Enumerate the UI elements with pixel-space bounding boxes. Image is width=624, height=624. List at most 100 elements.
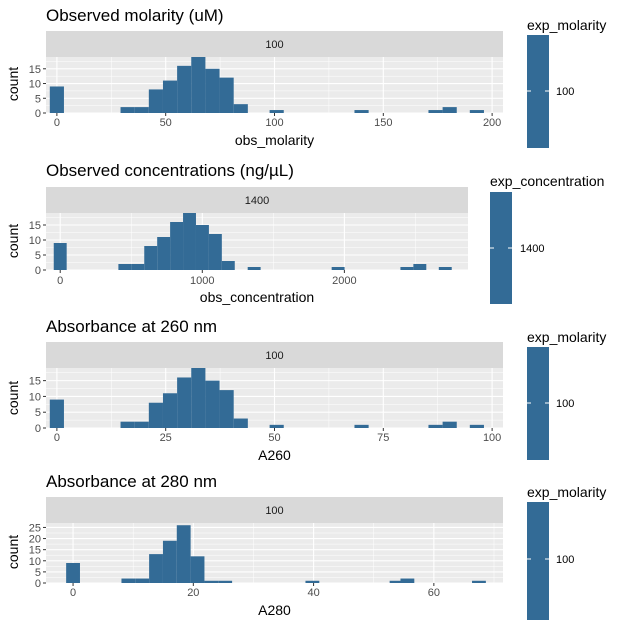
histogram-bar: [190, 556, 205, 583]
histogram-bar: [233, 418, 248, 428]
legend-colorbar: [527, 502, 549, 620]
x-axis-title: A280: [258, 602, 291, 618]
histogram-bar: [131, 264, 145, 270]
histogram-bar: [162, 393, 178, 428]
legend-title: exp_molarity: [527, 484, 606, 500]
histogram-bar: [208, 234, 222, 270]
histogram-bar: [269, 424, 284, 428]
histogram-bar: [53, 243, 67, 270]
x-tick-label: 100: [483, 432, 501, 444]
histogram-bar: [413, 264, 427, 270]
histogram-bar: [219, 77, 234, 113]
y-tick-label: 5: [35, 250, 41, 262]
histogram-bar: [177, 377, 192, 428]
chart-title: Absorbance at 260 nm: [46, 317, 217, 336]
y-tick-label: 20: [29, 534, 41, 546]
histogram-bar: [176, 525, 191, 583]
histogram-bar: [66, 563, 80, 583]
histogram-bar: [428, 424, 443, 428]
histogram-bar: [205, 380, 220, 428]
x-tick-label: 75: [377, 432, 389, 444]
histogram-bar: [331, 267, 345, 270]
histogram-bar: [49, 86, 64, 113]
y-axis-title: count: [5, 67, 21, 101]
legend-label: 1400: [520, 243, 544, 255]
histogram-bar: [162, 80, 178, 113]
x-tick-label: 100: [265, 117, 283, 129]
histogram-bar: [205, 68, 220, 113]
y-tick-label: 10: [29, 235, 41, 247]
chart-title: Absorbance at 280 nm: [46, 472, 217, 491]
y-axis-title: count: [5, 535, 21, 569]
histogram-bar: [400, 267, 414, 270]
y-tick-label: 10: [29, 391, 41, 403]
histogram-bar: [135, 578, 150, 583]
histogram-bar: [269, 110, 284, 113]
chart-title: Observed molarity (uM): [46, 6, 224, 25]
chart-3: Absorbance at 260 nm 100 0 25 50 75 100 0 5 10 15 A…: [5, 317, 606, 463]
histogram-bar: [183, 213, 196, 270]
x-tick-label: 0: [54, 117, 60, 129]
chart-title: Observed concentrations (ng/µL): [46, 161, 294, 180]
histogram-bar: [389, 580, 404, 583]
histogram-bar: [438, 267, 452, 270]
histogram-bar: [120, 107, 135, 113]
x-tick-label: 2000: [332, 275, 356, 287]
x-tick-label: 60: [428, 587, 440, 599]
histogram-bar: [148, 402, 163, 428]
facet-strip: [46, 187, 468, 213]
x-tick-label: 0: [57, 275, 63, 287]
x-axis-title: A260: [258, 447, 291, 463]
y-tick-label: 5: [35, 567, 41, 579]
y-axis-title: count: [5, 224, 21, 258]
histogram-bar: [49, 399, 64, 428]
histogram-bar: [177, 65, 192, 113]
histogram-bar: [195, 225, 209, 270]
histogram-bar: [162, 540, 177, 583]
legend-label: 100: [556, 398, 574, 410]
plot-panel: [46, 523, 503, 583]
y-tick-label: 5: [35, 93, 41, 105]
y-tick-label: 10: [29, 556, 41, 568]
histogram-bar: [354, 110, 369, 113]
legend-label: 100: [556, 86, 574, 98]
x-axis-title: obs_molarity: [235, 132, 314, 148]
histogram-bar: [148, 89, 163, 113]
histogram-bar: [233, 104, 248, 113]
histogram-bar: [134, 421, 149, 428]
facet-strip: [46, 342, 503, 368]
x-tick-label: 50: [160, 117, 172, 129]
histogram-bar: [469, 110, 484, 113]
histogram-bar: [442, 107, 457, 113]
facet-strip: [46, 31, 503, 57]
histogram-bar: [469, 424, 484, 428]
legend-title: exp_molarity: [527, 329, 606, 345]
x-tick-label: 50: [268, 432, 280, 444]
x-tick-label: 25: [160, 432, 172, 444]
histogram-bar: [121, 578, 136, 583]
histogram-bar: [144, 246, 158, 270]
histogram-bar: [428, 110, 443, 113]
facet-strip-label: 100: [265, 39, 283, 51]
legend-colorbar: [490, 192, 512, 304]
y-tick-label: 25: [29, 522, 41, 534]
facet-strip: [46, 497, 503, 523]
y-tick-label: 0: [35, 578, 41, 590]
y-tick-label: 0: [35, 423, 41, 435]
histogram-bar: [354, 424, 369, 428]
histogram-bar: [149, 554, 163, 583]
y-tick-label: 0: [35, 265, 41, 277]
y-tick-label: 15: [29, 545, 41, 557]
x-axis-title: obs_concentration: [200, 289, 314, 305]
x-tick-label: 20: [187, 587, 199, 599]
x-tick-label: 40: [307, 587, 319, 599]
chart-1: Observed molarity (uM) 100 0 50 100 150 200 0 5 1…: [5, 6, 606, 148]
histogram-bar: [120, 421, 135, 428]
y-tick-label: 15: [29, 220, 41, 232]
x-tick-label: 0: [54, 432, 60, 444]
histogram-bar: [157, 237, 171, 270]
y-tick-label: 15: [29, 64, 41, 76]
facet-strip-label: 100: [265, 505, 283, 517]
chart-2: Observed concentrations (ng/µL) 1400 0 1000…: [5, 161, 604, 305]
